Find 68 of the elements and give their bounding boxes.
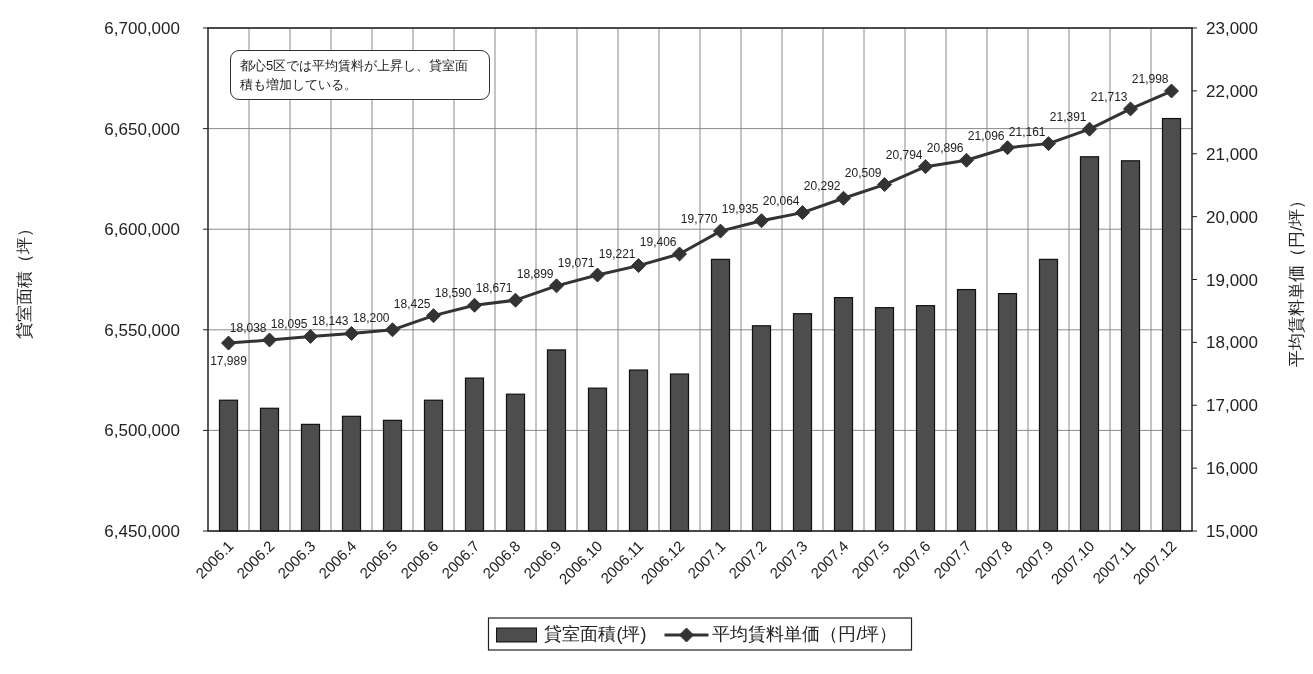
y2-tick-label: 20,000 xyxy=(1206,207,1258,227)
data-label: 18,425 xyxy=(393,296,431,311)
legend-label: 貸室面積(坪) xyxy=(544,624,647,644)
data-label: 21,391 xyxy=(1049,110,1087,125)
point xyxy=(1164,83,1179,99)
y-tick-label: 6,700,000 xyxy=(104,19,180,38)
data-label: 21,096 xyxy=(967,128,1005,143)
point xyxy=(836,190,851,206)
data-label: 19,221 xyxy=(598,246,636,261)
point xyxy=(959,152,974,168)
legend-label: 平均賃料単価（円/坪） xyxy=(712,624,898,644)
y-tick-label: 6,550,000 xyxy=(104,320,180,340)
point xyxy=(1123,101,1138,117)
point xyxy=(549,278,564,294)
y2-tick-label: 21,000 xyxy=(1206,144,1258,164)
point xyxy=(508,292,523,308)
data-label: 20,292 xyxy=(803,179,841,194)
y2-tick-label: 19,000 xyxy=(1206,270,1258,290)
y2-tick-label: 16,000 xyxy=(1206,459,1258,479)
point xyxy=(467,297,482,313)
data-label: 19,406 xyxy=(639,234,677,249)
note: 都心5区では平均賃料が上昇し、貸室面積も増加している。 xyxy=(230,50,490,100)
point xyxy=(672,246,687,262)
point xyxy=(631,258,646,274)
point xyxy=(303,328,318,344)
point xyxy=(1000,140,1015,156)
y-tick-label: 6,500,000 xyxy=(104,421,180,441)
data-label: 18,038 xyxy=(229,320,267,335)
point xyxy=(426,308,441,324)
point xyxy=(795,205,810,221)
y2-tick-label: 15,000 xyxy=(1206,522,1258,541)
data-label: 18,200 xyxy=(352,310,390,325)
point xyxy=(877,177,892,193)
point xyxy=(918,159,933,175)
data-label: 20,509 xyxy=(844,165,882,180)
data-label: 20,896 xyxy=(926,141,964,156)
y2-tick-label: 22,000 xyxy=(1206,81,1258,101)
data-label: 21,998 xyxy=(1131,72,1169,86)
data-label: 19,071 xyxy=(557,256,595,271)
data-label: 21,161 xyxy=(1008,124,1046,139)
point xyxy=(590,267,605,283)
y2-tick-label: 23,000 xyxy=(1206,19,1258,38)
data-label: 18,899 xyxy=(516,266,554,281)
point xyxy=(385,322,400,338)
y2-axis-title: 平均賃料単価（円/坪） xyxy=(1287,192,1306,367)
point xyxy=(713,223,728,239)
point xyxy=(344,325,359,341)
data-label: 18,590 xyxy=(434,286,472,301)
data-label: 21,713 xyxy=(1090,89,1128,104)
y-tick-label: 6,600,000 xyxy=(104,220,180,240)
y-axis-title: 貸室面積（坪） xyxy=(15,220,34,339)
data-label: 19,770 xyxy=(680,212,718,227)
data-label: 19,935 xyxy=(721,201,759,216)
y-tick-label: 6,450,000 xyxy=(104,522,180,541)
data-label: 20,064 xyxy=(762,193,800,208)
data-label: 18,671 xyxy=(475,281,513,296)
data-label: 18,143 xyxy=(311,314,349,329)
y2-tick-label: 18,000 xyxy=(1206,333,1258,353)
point xyxy=(221,335,236,351)
data-label: 17,989 xyxy=(210,354,248,369)
y2-tick-label: 17,000 xyxy=(1206,396,1258,416)
point xyxy=(1082,121,1097,137)
y-tick-label: 6,650,000 xyxy=(104,119,180,139)
point xyxy=(754,213,769,229)
point xyxy=(262,332,277,348)
point xyxy=(1041,136,1056,152)
data-label: 20,794 xyxy=(885,147,923,162)
data-label: 18,095 xyxy=(270,317,308,332)
